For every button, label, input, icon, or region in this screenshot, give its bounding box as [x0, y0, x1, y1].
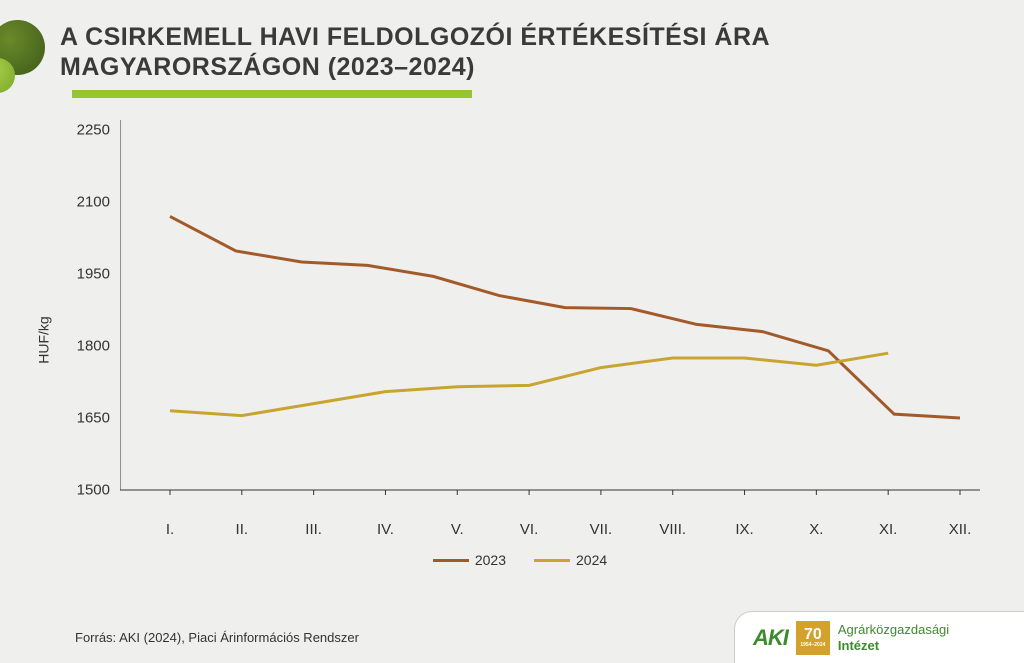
legend-label: 2024 [576, 552, 607, 568]
series-line-2023 [170, 216, 960, 418]
price-line-chart: HUF/kg 150016501800195021002250 I.II.III… [60, 120, 980, 560]
x-tick-label: XI. [879, 521, 897, 538]
anniversary-number: 70 [804, 627, 822, 643]
legend-label: 2023 [475, 552, 506, 568]
anniversary-badge: 70 1954–2024 [796, 621, 830, 655]
x-tick-label: IV. [377, 521, 394, 538]
title-underline [72, 90, 472, 98]
anniversary-years: 1954–2024 [800, 643, 825, 648]
title-line-2: MAGYARORSZÁGON (2023–2024) [60, 53, 475, 81]
x-tick-label: X. [809, 521, 823, 538]
x-tick-label: III. [305, 521, 322, 538]
y-tick-label: 1800 [60, 338, 110, 355]
legend-swatch [433, 559, 469, 562]
title-line-1: A CSIRKEMELL HAVI FELDOLGOZÓI ÉRTÉKESÍTÉ… [60, 23, 770, 51]
x-tick-label: V. [451, 521, 464, 538]
plot-region [120, 120, 980, 510]
x-tick-label: I. [166, 521, 174, 538]
legend-swatch [534, 559, 570, 562]
y-tick-label: 1650 [60, 410, 110, 427]
chart-title: A CSIRKEMELL HAVI FELDOLGOZÓI ÉRTÉKESÍTÉ… [60, 22, 984, 98]
footer-brand-block: AKI 70 1954–2024 Agrárközgazdasági Intéz… [734, 611, 1024, 663]
legend-item-2023: 2023 [433, 552, 506, 568]
y-tick-label: 1950 [60, 266, 110, 283]
x-tick-label: VIII. [659, 521, 686, 538]
legend-item-2024: 2024 [534, 552, 607, 568]
x-tick-label: IX. [735, 521, 753, 538]
series-line-2024 [170, 353, 888, 415]
source-citation: Forrás: AKI (2024), Piaci Árinformációs … [75, 630, 359, 645]
y-axis-label: HUF/kg [36, 316, 52, 363]
x-tick-label: XII. [949, 521, 972, 538]
institute-line-2: Intézet [838, 638, 949, 654]
institute-name: Agrárközgazdasági Intézet [838, 622, 949, 653]
institute-line-1: Agrárközgazdasági [838, 622, 949, 638]
brand-circles-icon [0, 20, 60, 100]
x-tick-label: II. [236, 521, 249, 538]
chart-legend: 2023 2024 [60, 549, 980, 569]
x-tick-label: VI. [520, 521, 538, 538]
y-tick-label: 2100 [60, 194, 110, 211]
x-tick-label: VII. [590, 521, 613, 538]
aki-logo-text: AKI [753, 625, 788, 651]
y-tick-label: 2250 [60, 122, 110, 139]
y-tick-label: 1500 [60, 482, 110, 499]
